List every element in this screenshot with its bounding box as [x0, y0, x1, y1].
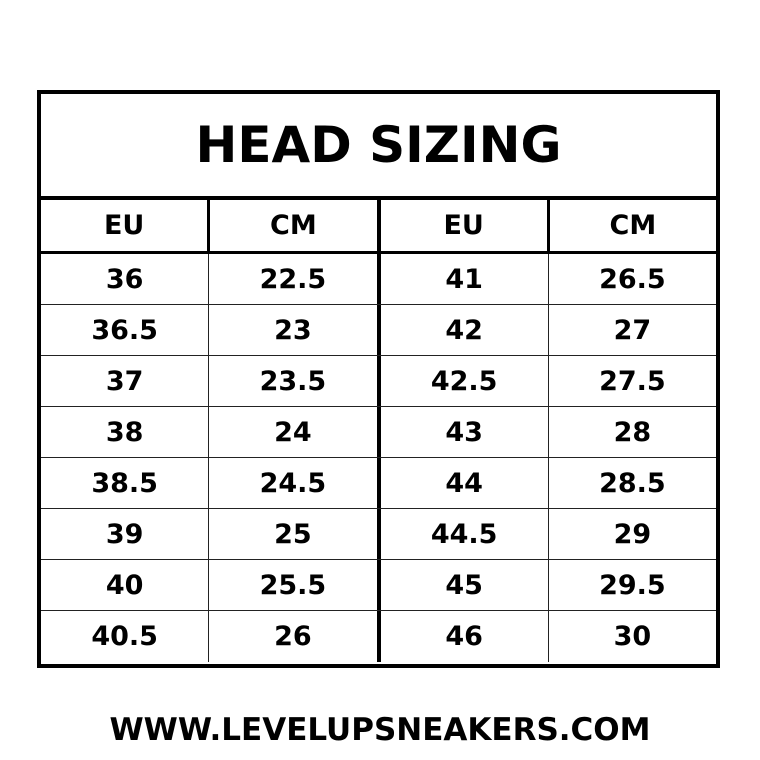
eu-size-cell: 38 — [41, 407, 210, 457]
size-chart: HEAD SIZING EU CM EU CM 36 22.5 41 26.5 36.5… — [37, 90, 720, 668]
eu-size-cell: 44 — [381, 458, 549, 508]
eu-size-cell: 46 — [381, 611, 549, 662]
eu-size-cell: 42.5 — [381, 356, 549, 406]
cm-size-cell: 29 — [613, 518, 652, 550]
table-row: 36.5 23 42 27 — [41, 305, 716, 356]
eu-size-cell: 42 — [381, 305, 549, 355]
cm-size-cell: 27 — [613, 314, 652, 346]
header-cm: CM — [210, 200, 381, 251]
eu-size-cell: 39 — [41, 509, 210, 559]
cm-size-cell: 24 — [209, 407, 381, 457]
size-table: EU CM EU CM 36 22.5 41 26.5 36.5 23 42 27 37 23.5… — [41, 200, 716, 662]
eu-size-cell: 36 — [41, 254, 210, 304]
eu-size-cell: 38.5 — [41, 458, 210, 508]
cm-size-cell: 28.5 — [599, 467, 666, 499]
header-eu: EU — [381, 200, 550, 251]
chart-title: HEAD SIZING — [41, 94, 716, 200]
table-row: 40 25.5 45 29.5 — [41, 560, 716, 611]
cm-size-cell: 26 — [209, 611, 381, 662]
table-row: 38 24 43 28 — [41, 407, 716, 458]
table-row: 40.5 26 46 30 — [41, 611, 716, 662]
eu-size-cell: 36.5 — [41, 305, 210, 355]
cm-size-cell: 27.5 — [599, 365, 666, 397]
cm-size-cell: 24.5 — [209, 458, 381, 508]
cm-size-cell: 25 — [209, 509, 381, 559]
cm-size-cell: 23.5 — [209, 356, 381, 406]
cm-size-cell: 23 — [209, 305, 381, 355]
cm-size-cell: 22.5 — [209, 254, 381, 304]
eu-size-cell: 45 — [381, 560, 549, 610]
cm-size-cell: 25.5 — [209, 560, 381, 610]
cm-size-cell: 26.5 — [599, 263, 666, 295]
header-cm: CM — [609, 210, 657, 241]
header-eu: EU — [41, 200, 211, 251]
cm-size-cell: 29.5 — [599, 569, 666, 601]
eu-size-cell: 40 — [41, 560, 210, 610]
eu-size-cell: 37 — [41, 356, 210, 406]
eu-size-cell: 41 — [381, 254, 549, 304]
table-row: 37 23.5 42.5 27.5 — [41, 356, 716, 407]
eu-size-cell: 44.5 — [381, 509, 549, 559]
table-row: 38.5 24.5 44 28.5 — [41, 458, 716, 509]
eu-size-cell: 40.5 — [41, 611, 210, 662]
table-row: 36 22.5 41 26.5 — [41, 254, 716, 305]
website-url: WWW.LEVELUPSNEAKERS.COM — [109, 712, 651, 748]
eu-size-cell: 43 — [381, 407, 549, 457]
cm-size-cell: 30 — [613, 621, 652, 652]
header-row: EU CM EU CM — [41, 200, 716, 254]
table-row: 39 25 44.5 29 — [41, 509, 716, 560]
cm-size-cell: 28 — [613, 416, 652, 448]
